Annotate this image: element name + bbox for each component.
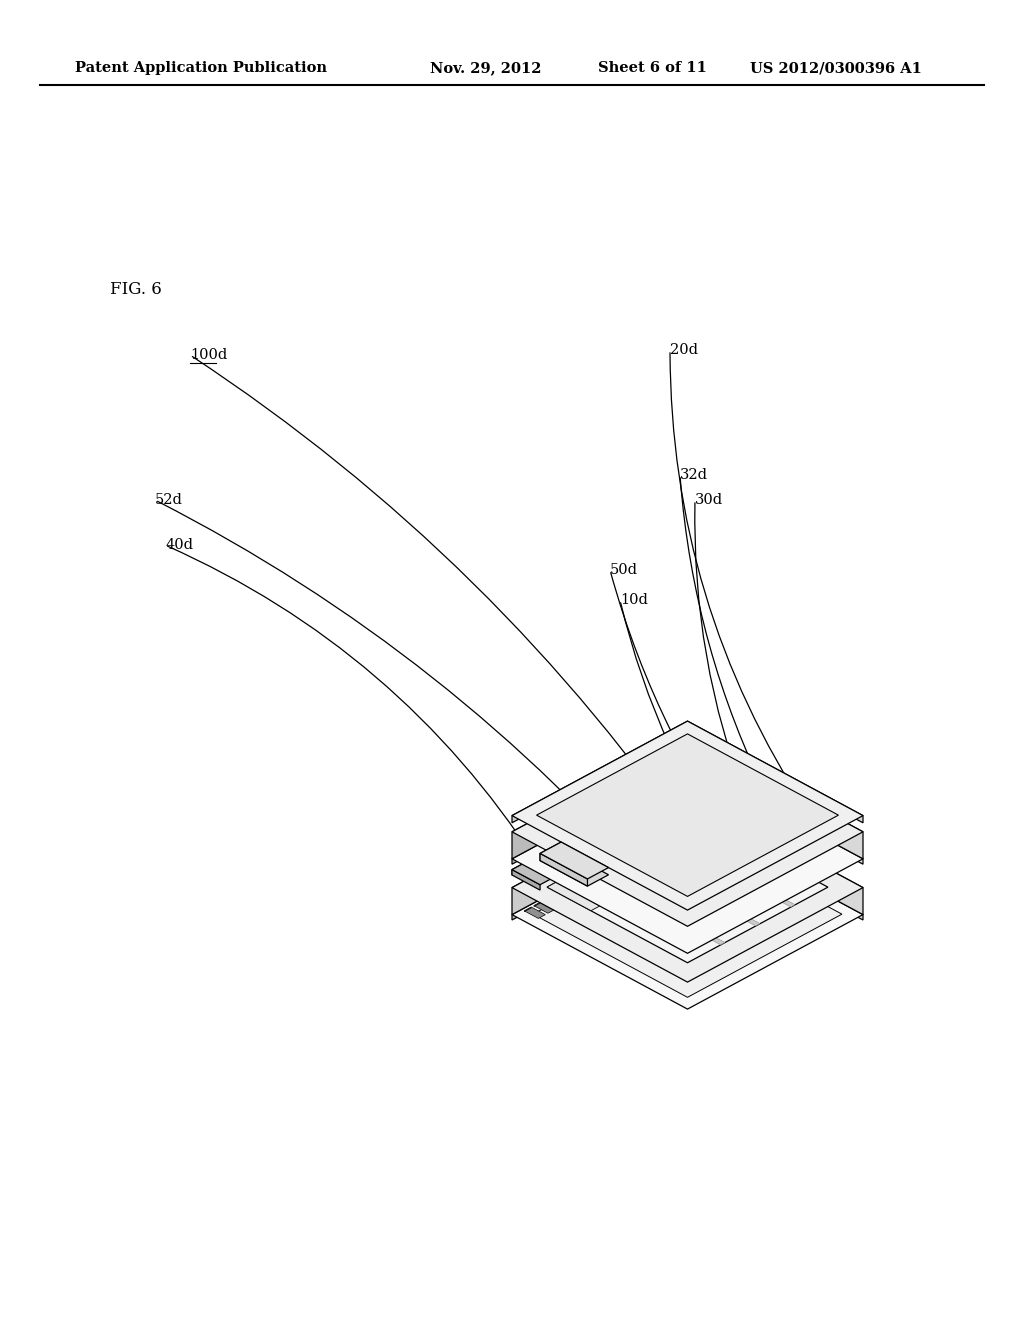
Polygon shape xyxy=(687,775,716,796)
Polygon shape xyxy=(524,907,531,912)
Text: 52d: 52d xyxy=(155,492,183,507)
Polygon shape xyxy=(580,810,725,888)
Polygon shape xyxy=(529,851,568,873)
Polygon shape xyxy=(540,849,608,886)
Polygon shape xyxy=(645,789,684,810)
Polygon shape xyxy=(615,847,760,925)
Polygon shape xyxy=(512,793,687,915)
Text: 40d: 40d xyxy=(165,539,193,552)
Polygon shape xyxy=(512,870,540,890)
Polygon shape xyxy=(512,721,863,909)
Text: Sheet 6 of 11: Sheet 6 of 11 xyxy=(598,61,707,75)
Polygon shape xyxy=(607,810,628,822)
Polygon shape xyxy=(563,886,570,891)
Polygon shape xyxy=(553,891,574,903)
Polygon shape xyxy=(547,812,731,911)
Polygon shape xyxy=(512,793,863,982)
Polygon shape xyxy=(563,886,584,898)
Polygon shape xyxy=(650,829,795,907)
Text: 32d: 32d xyxy=(680,469,708,482)
Polygon shape xyxy=(540,854,588,886)
Polygon shape xyxy=(607,810,645,832)
Polygon shape xyxy=(645,789,667,801)
Polygon shape xyxy=(512,820,687,920)
Polygon shape xyxy=(512,764,687,865)
Text: FIG. 6: FIG. 6 xyxy=(110,281,162,298)
Polygon shape xyxy=(534,832,842,998)
Text: 20d: 20d xyxy=(670,343,698,356)
Polygon shape xyxy=(512,775,687,875)
Polygon shape xyxy=(580,867,725,945)
Polygon shape xyxy=(544,896,551,902)
Polygon shape xyxy=(524,907,546,919)
Text: Nov. 29, 2012: Nov. 29, 2012 xyxy=(430,61,542,75)
Polygon shape xyxy=(687,721,863,822)
Polygon shape xyxy=(568,832,589,843)
Polygon shape xyxy=(534,902,541,907)
Polygon shape xyxy=(687,820,863,920)
Text: US 2012/0300396 A1: US 2012/0300396 A1 xyxy=(750,61,922,75)
Polygon shape xyxy=(512,738,687,859)
Polygon shape xyxy=(544,896,564,908)
Polygon shape xyxy=(540,842,608,879)
Text: 30d: 30d xyxy=(695,492,723,507)
Polygon shape xyxy=(687,738,863,859)
Text: 10d: 10d xyxy=(620,593,648,607)
Polygon shape xyxy=(547,756,827,907)
Polygon shape xyxy=(547,755,731,855)
Text: Patent Application Publication: Patent Application Publication xyxy=(75,61,327,75)
Polygon shape xyxy=(512,775,716,884)
Polygon shape xyxy=(537,734,839,896)
Polygon shape xyxy=(650,774,795,851)
Polygon shape xyxy=(512,820,863,1008)
Polygon shape xyxy=(534,902,555,913)
Polygon shape xyxy=(687,764,863,865)
Polygon shape xyxy=(687,793,863,915)
Polygon shape xyxy=(512,721,687,822)
Polygon shape xyxy=(512,738,863,927)
Polygon shape xyxy=(529,851,551,863)
Text: 100d: 100d xyxy=(190,348,227,362)
Polygon shape xyxy=(568,832,607,851)
Polygon shape xyxy=(547,812,827,962)
Polygon shape xyxy=(512,764,863,953)
Polygon shape xyxy=(553,891,560,896)
Polygon shape xyxy=(615,792,760,870)
Text: 50d: 50d xyxy=(610,564,638,577)
Polygon shape xyxy=(540,842,561,861)
